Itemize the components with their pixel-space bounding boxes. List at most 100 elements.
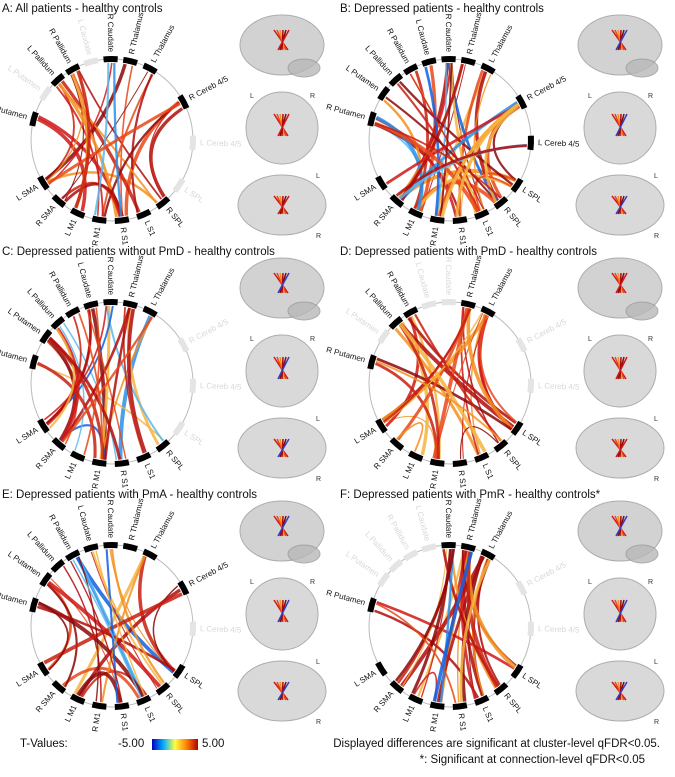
node-segment xyxy=(65,63,81,76)
node-label: R SMA xyxy=(34,689,58,715)
colorbar xyxy=(152,739,198,750)
node-label: R Caudate xyxy=(106,500,116,539)
node-segment xyxy=(452,702,468,710)
panel-title: A: All patients - healthy controls xyxy=(2,3,163,15)
connection xyxy=(459,559,491,703)
node-segment xyxy=(155,439,171,453)
connection xyxy=(374,122,502,199)
orientation-label: R xyxy=(316,476,321,483)
connection xyxy=(474,175,512,212)
node-label: R SPL xyxy=(502,205,524,229)
node-segment xyxy=(493,439,509,453)
node-segment xyxy=(493,682,509,696)
node-segment xyxy=(142,62,158,75)
node-segment xyxy=(377,86,391,102)
node-label: L S1 xyxy=(481,219,496,238)
node-label: L Putamen xyxy=(344,306,381,335)
note: Displayed differences are significant at… xyxy=(333,738,660,750)
connection xyxy=(74,70,91,209)
panel: F: Depressed patients with PmR - healthy… xyxy=(325,489,665,732)
node-segment xyxy=(388,72,404,87)
connection xyxy=(398,323,440,460)
node-segment xyxy=(408,450,424,462)
node-label: R Cereb 4/5 xyxy=(525,560,568,588)
node-label: L Putamen xyxy=(6,63,43,92)
node-segment xyxy=(155,682,171,696)
connection xyxy=(411,548,453,695)
orientation-label: L xyxy=(588,93,592,100)
node-label: R S1 xyxy=(119,470,130,489)
panel: E: Depressed patients with PmA - healthy… xyxy=(0,489,327,732)
node-segment xyxy=(142,548,158,561)
node-segment xyxy=(122,56,138,66)
brain-cerebellum xyxy=(625,301,659,321)
connection xyxy=(78,313,103,460)
connection xyxy=(414,313,502,442)
node-label: L SMA xyxy=(353,425,378,446)
node-label: L Thalamus xyxy=(149,509,176,550)
connection xyxy=(104,307,131,460)
node-segment xyxy=(493,196,509,210)
node-label: L S1 xyxy=(481,462,496,481)
node-segment xyxy=(189,621,196,637)
node-segment xyxy=(480,62,496,75)
node-segment xyxy=(377,572,391,588)
node-segment xyxy=(460,299,476,309)
node-segment xyxy=(367,597,377,613)
connection xyxy=(439,62,453,217)
orientation-label: L xyxy=(250,579,254,586)
node-label: L Pallidum xyxy=(363,287,395,321)
node-segment xyxy=(177,337,190,353)
panel: B: Depressed patients - healthy controls… xyxy=(325,3,665,246)
connection xyxy=(76,671,123,703)
node-label: L Caudate xyxy=(414,261,432,299)
node-segment xyxy=(70,693,86,705)
node-segment xyxy=(421,57,437,67)
orientation-label: L xyxy=(654,173,658,180)
node-label: L S1 xyxy=(143,219,158,238)
node-label: R M1 xyxy=(90,469,102,490)
orientation-label: R xyxy=(648,579,653,586)
connection xyxy=(78,556,99,702)
node-segment xyxy=(83,300,99,310)
orientation-label: L xyxy=(250,93,254,100)
connection xyxy=(48,328,76,429)
panel-title: C: Depressed patients without PmD - heal… xyxy=(2,246,275,258)
node-label: L Thalamus xyxy=(487,266,514,307)
brain-connection xyxy=(277,29,290,51)
connection xyxy=(55,85,104,217)
node-segment xyxy=(429,215,445,224)
connection xyxy=(105,549,119,703)
node-segment xyxy=(480,548,496,561)
node-label: L Pallidum xyxy=(25,287,57,321)
connection xyxy=(407,317,517,425)
node-label: R SPL xyxy=(164,691,186,715)
node-label: R Pallidum xyxy=(47,270,74,308)
node-segment xyxy=(429,701,445,710)
brain-connection xyxy=(615,438,628,458)
connection xyxy=(61,666,141,699)
orientation-label: R xyxy=(648,93,653,100)
brain-connection xyxy=(277,515,290,537)
node-segment xyxy=(189,378,196,394)
node-label: R Pallidum xyxy=(47,27,74,65)
node-label: L Pallidum xyxy=(25,44,57,78)
brain-cerebellum xyxy=(625,58,659,78)
orientation-label: R xyxy=(648,336,653,343)
node-segment xyxy=(452,459,468,467)
node-label: L Caudate xyxy=(76,261,94,299)
node-label: R Putamen xyxy=(325,588,366,607)
connection xyxy=(86,309,127,459)
node-segment xyxy=(460,56,476,66)
orientation-label: R xyxy=(310,579,315,586)
node-segment xyxy=(367,111,377,127)
node-label: L Cereb 4/5 xyxy=(200,138,242,148)
node-label: L SPL xyxy=(183,428,206,448)
node-label: R SPL xyxy=(502,448,524,472)
node-label: R Cereb 4/5 xyxy=(187,74,230,102)
node-segment xyxy=(375,175,388,191)
node-segment xyxy=(114,216,130,224)
orientation-label: L xyxy=(316,659,320,666)
node-segment xyxy=(515,580,528,596)
brain-connection xyxy=(277,356,290,380)
